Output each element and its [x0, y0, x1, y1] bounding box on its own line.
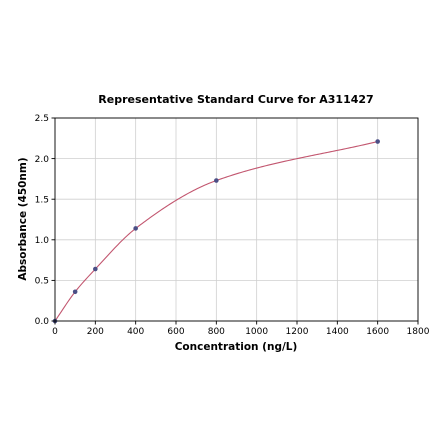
- chart-title: Representative Standard Curve for A31142…: [98, 93, 373, 106]
- data-point: [214, 178, 219, 183]
- y-tick-label: 1.5: [35, 195, 49, 205]
- data-point: [133, 226, 138, 231]
- data-point: [93, 266, 98, 272]
- x-tick-label: 200: [87, 327, 104, 337]
- plot-frame: [54, 117, 419, 322]
- data-point: [375, 139, 380, 144]
- x-tick-label: 0: [52, 327, 58, 337]
- x-tick-label: 1800: [407, 327, 430, 337]
- grid-layer: [54, 117, 419, 322]
- y-axis-label: Absorbance (450nm): [17, 157, 29, 280]
- x-tick-label: 400: [127, 327, 144, 337]
- x-tick-label: 800: [208, 327, 225, 337]
- x-tick-label: 600: [167, 327, 184, 337]
- y-tick-label: 2.5: [35, 114, 49, 124]
- points-layer: [52, 139, 380, 324]
- x-tick-label: 1000: [245, 327, 268, 337]
- y-tick-label: 2.0: [35, 155, 50, 165]
- x-axis-label: Concentration (ng/L): [175, 341, 298, 353]
- x-tick-label: 1600: [366, 327, 389, 337]
- ticks-layer: 0 200 400 600 800 1000 1200 1400 1600 1800 0.0 0.5 1…: [35, 114, 430, 337]
- data-point: [72, 289, 78, 295]
- y-tick-label: 1.0: [35, 236, 50, 246]
- x-tick-label: 1400: [326, 327, 349, 337]
- y-tick-label: 0.0: [35, 317, 50, 327]
- y-tick-label: 0.5: [35, 277, 49, 287]
- x-tick-label: 1200: [286, 327, 309, 337]
